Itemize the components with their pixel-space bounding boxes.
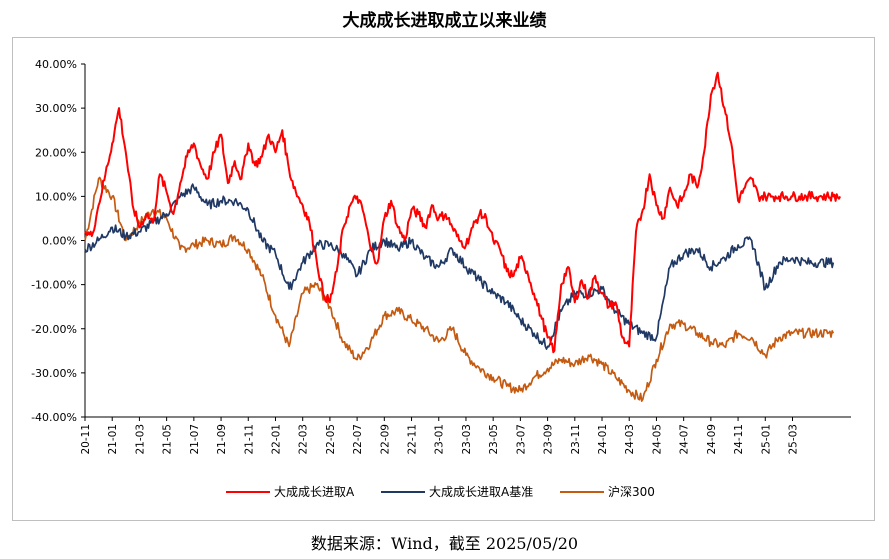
x-tick-label: 22-07 — [352, 424, 364, 455]
x-tick-label: 24-01 — [597, 424, 609, 455]
y-tick-label: 10.00% — [35, 190, 77, 203]
x-tick-label: 23-11 — [570, 424, 582, 455]
series-lines — [84, 71, 842, 402]
y-tick-label: 0.00% — [42, 235, 77, 248]
x-tick-label: 23-03 — [461, 424, 473, 455]
x-tick-label: 24-09 — [706, 424, 718, 455]
x-tick-label: 21-09 — [216, 424, 228, 455]
x-tick-label: 25-01 — [760, 424, 772, 455]
x-tick-label: 24-03 — [624, 424, 636, 455]
x-tick-label: 21-07 — [189, 424, 201, 455]
chart-frame — [12, 37, 875, 521]
legend: 大成成长进取A 大成成长进取A基准 沪深300 — [226, 485, 655, 499]
x-tick-label: 22-05 — [325, 424, 337, 455]
x-tick-label: 20-11 — [80, 424, 92, 455]
x-tick-label: 24-07 — [679, 424, 691, 455]
x-tick-label: 23-01 — [434, 424, 446, 455]
y-tick-label: -20.00% — [31, 323, 77, 336]
x-tick-label: 24-11 — [733, 424, 745, 455]
series-line-3 — [84, 176, 835, 402]
y-tick-label: 20.00% — [35, 146, 77, 159]
y-tick-label: -10.00% — [31, 279, 77, 292]
series-line-1 — [84, 71, 842, 354]
legend-label: 大成成长进取A基准 — [429, 485, 533, 499]
y-tick-label: -40.00% — [31, 411, 77, 424]
x-tick-label: 22-03 — [298, 424, 310, 455]
x-tick-label: 24-05 — [651, 424, 663, 455]
x-tick-label: 23-07 — [515, 424, 527, 455]
x-tick-label: 23-05 — [488, 424, 500, 455]
x-tick-label: 22-11 — [407, 424, 419, 455]
y-axis-ticks: 40.00% 30.00% 20.00% 10.00% 0.00% -10.00% -20.… — [31, 58, 85, 424]
data-source-note: 数据来源：Wind，截至 2025/05/20 — [310, 534, 579, 553]
legend-label: 大成成长进取A — [274, 485, 355, 499]
x-tick-label: 22-01 — [270, 424, 282, 455]
legend-label: 沪深300 — [608, 485, 655, 499]
y-tick-label: 40.00% — [35, 58, 77, 71]
y-tick-label: 30.00% — [35, 102, 77, 115]
x-tick-label: 22-09 — [379, 424, 391, 455]
x-tick-label: 25-03 — [787, 424, 799, 455]
x-tick-label: 21-03 — [134, 424, 146, 455]
x-tick-label: 23-09 — [543, 424, 555, 455]
x-tick-label: 21-05 — [162, 424, 174, 455]
y-tick-label: -30.00% — [31, 367, 77, 380]
x-axis-ticks: 20-11 21-01 21-03 21-05 21-07 21-09 21-11 22-01… — [80, 417, 799, 455]
x-tick-label: 21-01 — [107, 424, 119, 455]
series-line-2 — [84, 183, 835, 350]
chart-title: 大成成长进取成立以来业绩 — [342, 11, 547, 31]
x-tick-label: 21-11 — [243, 424, 255, 455]
